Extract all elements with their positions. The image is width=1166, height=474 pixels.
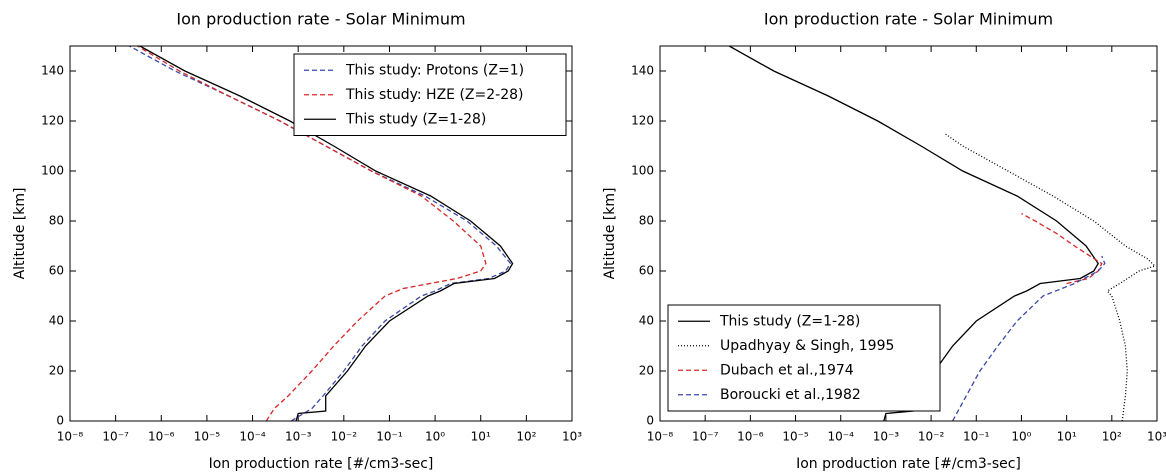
x-tick-label: 10⁻² (918, 430, 945, 444)
plot-frame (69, 45, 573, 422)
plot-frame (659, 45, 1158, 422)
x-tick-label: 10⁻⁵ (194, 430, 221, 444)
x-tick-label: 10⁻⁷ (102, 430, 129, 444)
legend-box (293, 53, 567, 136)
legend-label: This study: HZE (Z=2-28) (345, 87, 523, 103)
x-axis-label: Ion production rate [#/cm3-sec] (796, 456, 1021, 472)
legend-label: This study (Z=1-28) (345, 111, 486, 127)
y-tick-label: 60 (639, 264, 654, 278)
y-tick-label: 0 (646, 414, 654, 428)
x-tick-label: 10⁻⁷ (692, 430, 719, 444)
x-tick-label: 10¹ (1057, 430, 1077, 444)
series-line (1021, 212, 1103, 285)
x-tick-label: 10² (516, 430, 536, 444)
y-tick-label: 20 (49, 364, 64, 378)
x-tick-label: 10⁻⁶ (148, 430, 175, 444)
x-tick-label: 10⁻³ (873, 430, 900, 444)
legend-label: Boroucki et al.,1982 (720, 387, 861, 403)
legend-label: This study (Z=1-28) (719, 313, 860, 329)
y-tick-label: 80 (49, 214, 64, 228)
x-tick-label: 10⁻¹ (963, 430, 990, 444)
x-tick-label: 10⁻⁴ (828, 430, 855, 444)
y-tick-label: 0 (56, 414, 64, 428)
x-tick-label: 10² (1102, 430, 1122, 444)
x-tick-label: 10³ (1147, 430, 1166, 444)
y-axis-label: Altitude [km] (602, 188, 618, 280)
y-tick-label: 60 (49, 264, 64, 278)
y-tick-label: 20 (639, 364, 654, 378)
y-tick-label: 140 (41, 64, 64, 78)
y-axis-label: Altitude [km] (12, 188, 28, 280)
x-tick-label: 10⁻³ (285, 430, 312, 444)
series-line (137, 46, 487, 421)
series-line (944, 132, 1157, 421)
chart-title: Ion production rate - Solar Minimum (176, 10, 465, 29)
y-tick-label: 120 (631, 114, 654, 128)
legend: This study (Z=1-28) Upadhyay & Singh, 199… (667, 304, 941, 412)
legend-label: This study: Protons (Z=1) (345, 62, 524, 78)
legend-label: Upadhyay & Singh, 1995 (720, 338, 894, 354)
subplot: Ion production rate - Solar Minimum Ion p… (12, 10, 582, 473)
x-tick-label: 10⁻⁴ (239, 430, 266, 444)
x-tick-label: 10¹ (471, 430, 491, 444)
legend-label: Dubach et al.,1974 (720, 362, 854, 378)
x-tick-label: 10⁰ (1011, 430, 1031, 444)
x-tick-label: 10⁻² (331, 430, 358, 444)
x-axis-label: Ion production rate [#/cm3-sec] (209, 456, 434, 472)
x-tick-label: 10⁻⁵ (782, 430, 809, 444)
x-tick-label: 10⁰ (425, 430, 445, 444)
y-tick-label: 120 (41, 114, 64, 128)
x-tick-label: 10⁻⁸ (647, 430, 674, 444)
x-tick-label: 10⁻¹ (376, 430, 403, 444)
x-tick-label: 10⁻⁸ (57, 430, 84, 444)
series-line (952, 255, 1106, 421)
y-tick-label: 80 (639, 214, 654, 228)
x-tick-label: 10⁻⁶ (737, 430, 764, 444)
y-tick-label: 140 (631, 64, 654, 78)
y-tick-label: 100 (631, 164, 654, 178)
x-tick-label: 10³ (562, 430, 582, 444)
y-tick-label: 40 (49, 314, 64, 328)
legend: This study: Protons (Z=1) This study: HZE… (293, 53, 567, 136)
subplot: Ion production rate - Solar Minimum Ion p… (602, 10, 1166, 473)
y-tick-label: 100 (41, 164, 64, 178)
y-tick-label: 40 (639, 314, 654, 328)
chart-title: Ion production rate - Solar Minimum (764, 10, 1053, 29)
legend-box (667, 304, 941, 412)
